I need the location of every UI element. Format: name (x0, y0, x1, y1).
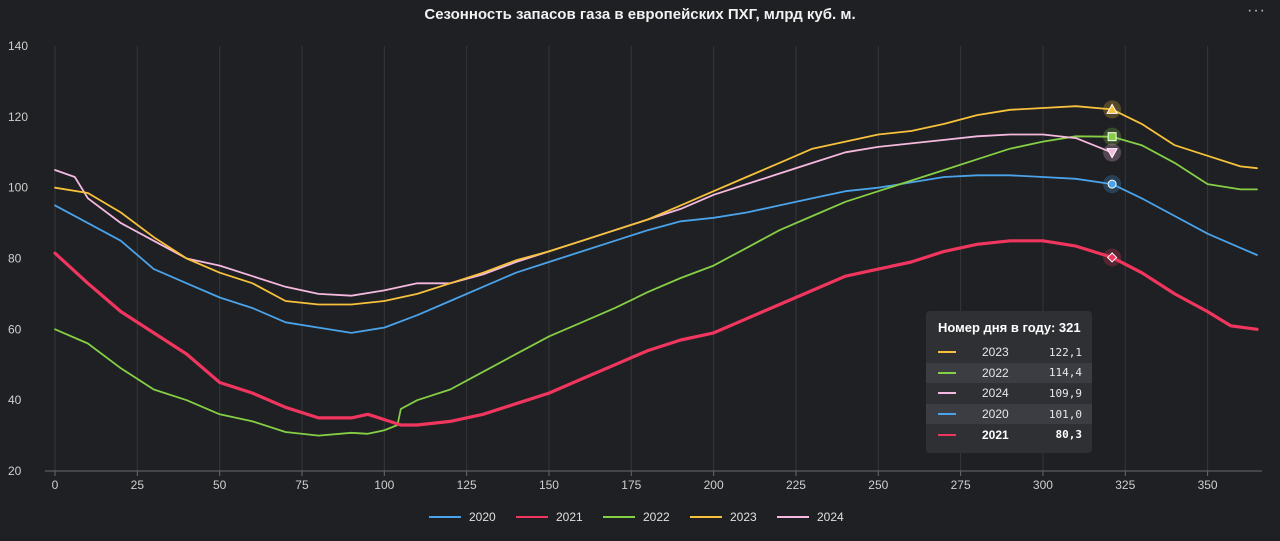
legend: 2020 2021 2022 2023 2024 (429, 510, 844, 524)
x-tick-label: 50 (213, 478, 227, 492)
series-line-2021 (53, 239, 1259, 427)
y-tick-label: 80 (8, 252, 22, 266)
chart-title: Сезонность запасов газа в европейских ПХ… (424, 6, 856, 23)
tooltip-header: Номер дня в году: 321 (938, 320, 1081, 335)
y-tick-label: 60 (8, 322, 22, 336)
y-tick-label: 100 (8, 181, 28, 195)
y-axis: 20 40 60 80 100 120 140 (8, 39, 28, 478)
hover-markers (1103, 100, 1122, 267)
legend-label: 2023 (730, 510, 757, 524)
x-tick-label: 100 (374, 478, 394, 492)
x-tick-label: 350 (1198, 478, 1218, 492)
tooltip-series-value: 122,1 (1048, 345, 1082, 359)
y-tick-label: 120 (8, 110, 28, 124)
x-tick-label: 225 (786, 478, 806, 492)
x-tick-label: 250 (868, 478, 888, 492)
tooltip-series-value: 80,3 (1055, 428, 1083, 442)
x-tick-label: 200 (704, 478, 724, 492)
tooltip-row-2023: 2023 122,1 (926, 342, 1092, 363)
legend-item-2023[interactable]: 2023 (690, 510, 757, 524)
tooltip-series-name: 2022 (982, 365, 1009, 380)
x-tick-label: 300 (1033, 478, 1053, 492)
more-options-icon[interactable]: ··· (1247, 2, 1266, 19)
legend-item-2020[interactable]: 2020 (429, 510, 496, 524)
marker-2020 (1107, 179, 1117, 189)
marker-2021 (1106, 252, 1118, 263)
tooltip-swatch (938, 392, 956, 395)
x-axis: 0 25 50 75 100 125 150 175 200 225 250 275 300 325 350 (45, 470, 1262, 492)
series-lines (53, 105, 1259, 437)
x-tick-label: 125 (457, 478, 477, 492)
marker-2023 (1106, 103, 1118, 114)
tooltip-series-name: 2024 (982, 386, 1009, 401)
legend-item-2022[interactable]: 2022 (603, 510, 670, 524)
tooltip-series-value: 114,4 (1048, 366, 1082, 380)
x-tick-label: 150 (539, 478, 559, 492)
legend-item-2024[interactable]: 2024 (777, 510, 844, 524)
y-tick-label: 140 (8, 39, 28, 53)
tooltip-row-2020: 2020 101,0 (926, 403, 1092, 425)
legend-label: 2022 (643, 510, 670, 524)
series-line-2022 (54, 135, 1258, 437)
tooltip: Номер дня в году: 321 2023 122,1 2022 11… (926, 311, 1092, 453)
x-tick-label: 175 (621, 478, 641, 492)
legend-label: 2021 (556, 510, 583, 524)
legend-label: 2020 (469, 510, 496, 524)
tooltip-series-name: 2023 (982, 345, 1009, 360)
y-tick-label: 40 (8, 393, 22, 407)
tooltip-swatch (938, 433, 956, 436)
legend-item-2021[interactable]: 2021 (516, 510, 583, 524)
series-line-2023 (54, 105, 1258, 306)
tooltip-row-2022: 2022 114,4 (926, 362, 1092, 384)
tooltip-series-name: 2020 (982, 407, 1009, 422)
tooltip-swatch (938, 371, 956, 374)
marker-2022 (1107, 132, 1117, 142)
tooltip-series-value: 109,9 (1048, 386, 1082, 400)
tooltip-row-2024: 2024 109,9 (926, 383, 1092, 404)
tooltip-row-2021: 2021 80,3 (926, 424, 1092, 445)
marker-2024 (1106, 148, 1118, 159)
x-tick-label: 275 (951, 478, 971, 492)
tooltip-swatch (938, 351, 956, 354)
series-line-2020 (54, 174, 1258, 334)
series-line-2024 (54, 133, 1113, 297)
x-tick-label: 0 (52, 478, 59, 492)
legend-label: 2024 (817, 510, 844, 524)
y-tick-label: 20 (8, 464, 22, 478)
x-tick-label: 75 (295, 478, 309, 492)
tooltip-series-value: 101,0 (1048, 407, 1082, 421)
x-tick-label: 325 (1115, 478, 1135, 492)
x-tick-label: 25 (131, 478, 145, 492)
tooltip-series-name: 2021 (982, 427, 1009, 442)
tooltip-swatch (938, 413, 956, 416)
